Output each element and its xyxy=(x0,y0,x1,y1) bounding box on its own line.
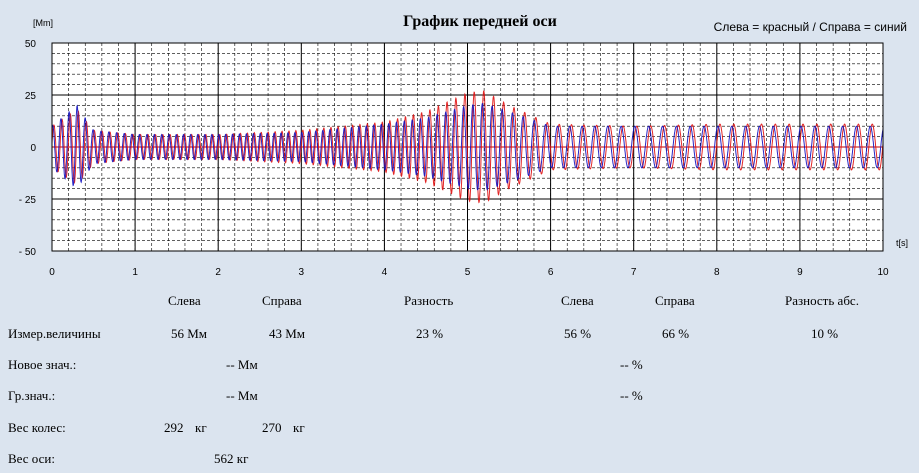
x-tick-label: 6 xyxy=(548,267,554,278)
row-new-value-label: Новое знач.: xyxy=(8,357,77,372)
x-tick-label: 10 xyxy=(877,267,889,278)
x-tick-label: 2 xyxy=(215,267,221,278)
x-tick-label: 4 xyxy=(382,267,388,278)
x-tick-label: 0 xyxy=(49,267,55,278)
x-tick-label: 1 xyxy=(132,267,138,278)
measured-right-pct-value: 66 % xyxy=(662,326,690,341)
y-tick-label: 50 xyxy=(25,39,37,50)
y-axis-label: [Mm] xyxy=(33,18,53,28)
x-tick-label: 3 xyxy=(299,267,305,278)
wheel-weight-left-unit: кг xyxy=(195,420,207,435)
header-left: Слева xyxy=(168,293,201,308)
x-tick-label: 9 xyxy=(797,267,803,278)
new-value-pct: -- % xyxy=(620,357,643,372)
new-value-mm: -- Мм xyxy=(226,357,258,372)
wheel-weight-right: 270 xyxy=(262,420,282,435)
plot-frame xyxy=(51,42,884,252)
header-diff-abs: Разность абс. xyxy=(785,293,859,308)
wheel-weight-left: 292 xyxy=(164,420,184,435)
x-axis-label: t[s] xyxy=(896,238,909,248)
header-diff: Разность xyxy=(404,293,454,308)
row-measured-label: Измер.величины xyxy=(8,326,101,341)
header-right: Справа xyxy=(262,293,302,308)
wheel-weight-right-unit: кг xyxy=(293,420,305,435)
x-tick-label: 5 xyxy=(465,267,471,278)
front-axle-chart: 50 25 0 - 25 - 50 0 1 2 3 4 5 6 7 8 9 10 [Mm] t[s] Граф… xyxy=(19,13,909,278)
measured-diff-value: 23 % xyxy=(416,326,444,341)
y-tick-label: - 25 xyxy=(19,195,37,206)
x-tick-label: 7 xyxy=(631,267,637,278)
header-left-pct: Слева xyxy=(561,293,594,308)
measured-diff-abs-value: 10 % xyxy=(811,326,839,341)
chart-title: График передней оси xyxy=(403,13,557,30)
row-axle-weight-label: Вес оси: xyxy=(8,451,55,466)
series-line-right xyxy=(51,102,884,191)
x-tick-label: 8 xyxy=(714,267,720,278)
y-tick-label: 25 xyxy=(25,91,37,102)
y-tick-label: 0 xyxy=(30,143,36,154)
chart-legend: Слева = красный / Справа = синий xyxy=(713,20,907,34)
y-tick-label: - 50 xyxy=(19,247,37,258)
limit-value-mm: -- Мм xyxy=(226,388,258,403)
measured-right-value: 43 Мм xyxy=(269,326,306,341)
row-limit-value-label: Гр.знач.: xyxy=(8,388,56,403)
measured-left-pct-value: 56 % xyxy=(564,326,592,341)
limit-value-pct: -- % xyxy=(620,388,643,403)
row-wheel-weight-label: Вес колес: xyxy=(8,420,66,435)
series-line-left xyxy=(51,90,884,204)
axle-weight-value: 562 кг xyxy=(214,451,249,466)
measured-left-value: 56 Мм xyxy=(171,326,208,341)
chart-svg: 50 25 0 - 25 - 50 0 1 2 3 4 5 6 7 8 9 10 xyxy=(19,39,889,278)
header-right-pct: Справа xyxy=(655,293,695,308)
